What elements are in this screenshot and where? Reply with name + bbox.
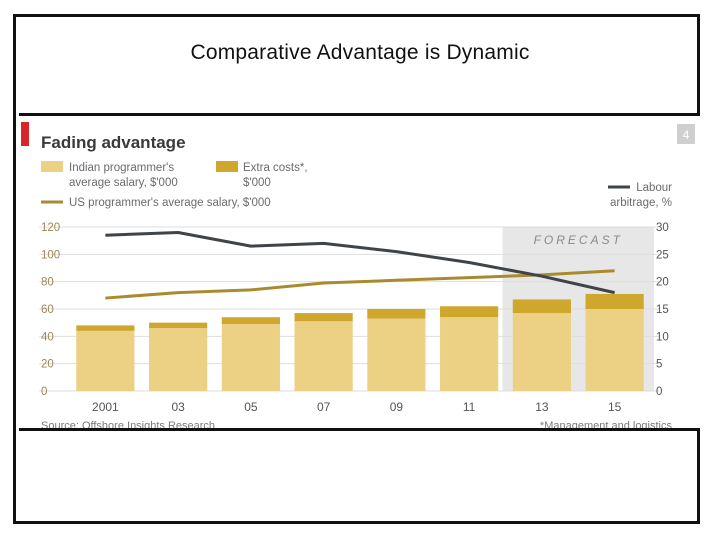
y-left-tick-label: 40 [41, 331, 54, 343]
x-tick-label: 09 [390, 400, 404, 414]
legend-arbitrage-line1: Labour [636, 182, 672, 194]
y-left-tick-label: 100 [41, 249, 60, 261]
line-labour-arbitrage [105, 230, 615, 295]
chart-figure: Fading advantage 4 Indian programmer's a… [19, 113, 700, 431]
x-tick-label: 11 [463, 400, 476, 414]
x-tick-label: 2001 [92, 400, 119, 414]
y-right-tick-label: 5 [656, 359, 662, 371]
forecast-label: FORECAST [534, 233, 623, 247]
bar-extra-costs [440, 306, 499, 318]
y-left-tick-label: 120 [41, 222, 60, 234]
source-note: Source: Offshore Insights Research [41, 420, 215, 428]
page-badge: 4 [683, 128, 690, 142]
legend-swatch-extra [216, 161, 238, 172]
bar-extra-costs [512, 299, 571, 314]
bar-salary [221, 324, 280, 391]
chart-title: Fading advantage [41, 133, 186, 152]
slide-title: Comparative Advantage is Dynamic [190, 41, 530, 64]
bar-salary [585, 309, 644, 391]
y-right-tick-label: 15 [656, 304, 669, 316]
bar-salary [440, 317, 499, 391]
y-right-tick-label: 25 [656, 249, 669, 261]
legend-salary-line1: Indian programmer's [69, 162, 174, 174]
bar-salary [294, 321, 353, 391]
bar-salary [367, 318, 426, 391]
legend-extra-line2: $'000 [243, 177, 271, 189]
bar-extra-costs [76, 325, 135, 331]
bar-extra-costs [221, 317, 280, 325]
chart-svg: Fading advantage 4 Indian programmer's a… [21, 122, 695, 428]
y-right-tick-label: 20 [656, 277, 669, 289]
bar-salary [512, 313, 571, 391]
x-tick-label: 07 [317, 400, 331, 414]
bar-extra-costs [294, 313, 353, 322]
y-right-tick-label: 30 [656, 222, 669, 234]
red-marker [21, 122, 29, 146]
y-left-tick-label: 20 [41, 359, 54, 371]
x-tick-label: 13 [535, 400, 549, 414]
legend-swatch-salary [41, 161, 63, 172]
x-tick-label: 15 [608, 400, 622, 414]
y-left-tick-label: 60 [41, 304, 54, 316]
bar-salary [76, 330, 135, 391]
y-left-tick-label: 80 [41, 277, 54, 289]
bar-extra-costs [367, 309, 426, 319]
x-tick-label: 03 [171, 400, 185, 414]
y-left-tick-label: 0 [41, 386, 47, 398]
legend-arbitrage-line2: arbitrage, % [610, 197, 672, 209]
y-right-tick-label: 10 [656, 331, 669, 343]
y-right-tick-label: 0 [656, 386, 662, 398]
bar-salary [149, 328, 208, 391]
legend-salary-line2: average salary, $'000 [69, 177, 178, 189]
x-tick-label: 05 [244, 400, 258, 414]
page-badge-box [677, 124, 695, 144]
bar-extra-costs [585, 293, 644, 309]
bar-extra-costs [149, 322, 208, 329]
footnote: *Management and logistics [540, 420, 673, 428]
legend-extra-line1: Extra costs*, [243, 162, 308, 174]
legend-us-label: US programmer's average salary, $'000 [69, 197, 271, 209]
